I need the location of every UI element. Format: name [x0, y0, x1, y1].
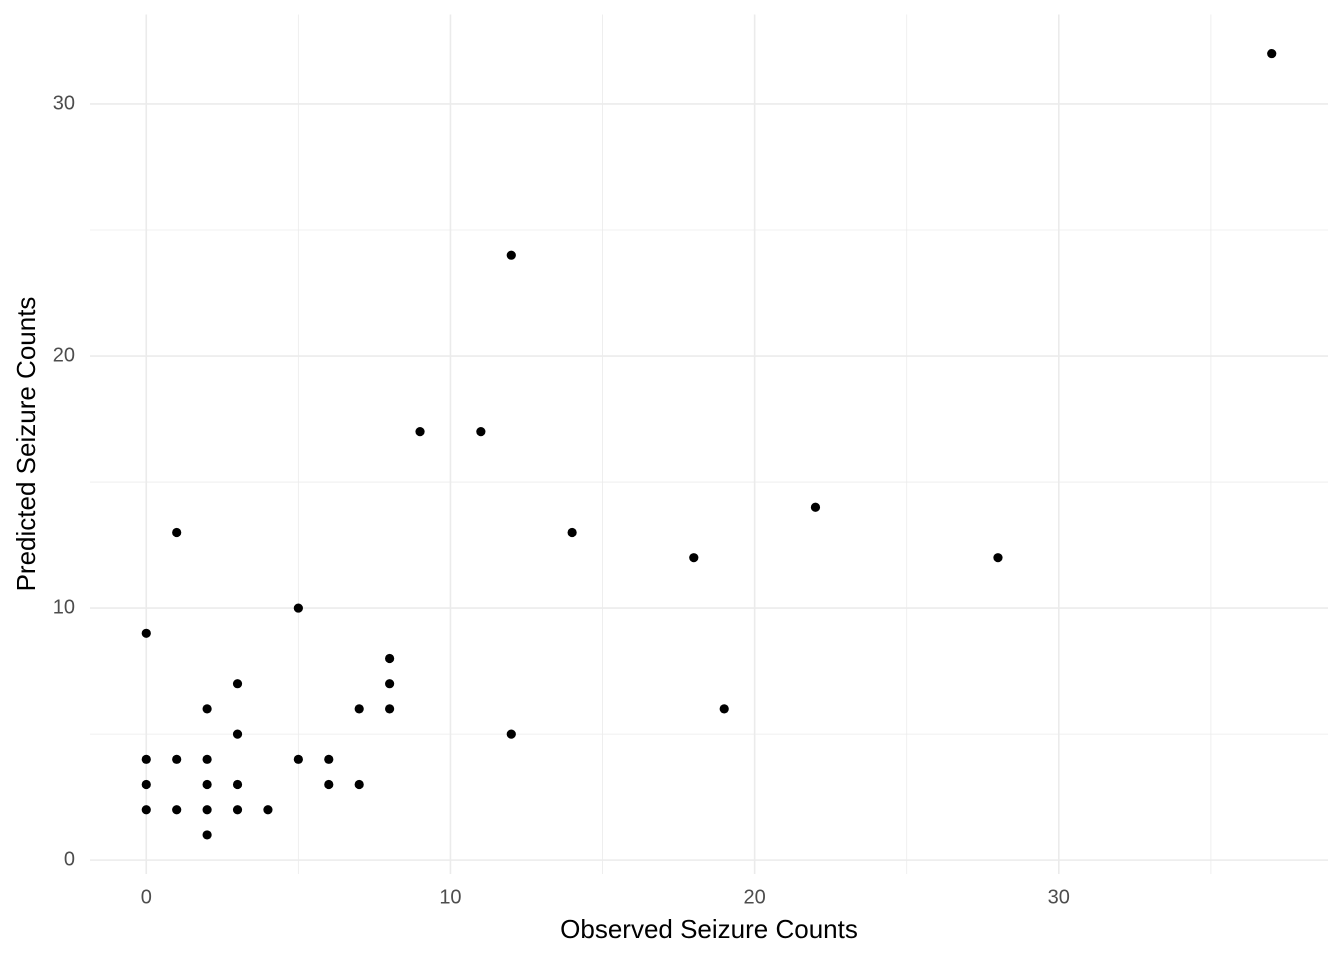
point: [141, 754, 151, 764]
x-axis-title: Observed Seizure Counts: [560, 914, 858, 944]
y-tick-label: 30: [53, 92, 75, 114]
point: [141, 628, 151, 638]
point: [232, 729, 243, 739]
x-tick-label: 10: [439, 886, 461, 908]
point: [324, 754, 334, 764]
point: [202, 754, 212, 764]
y-tick-label: 10: [53, 596, 75, 618]
point: [719, 704, 729, 714]
point: [172, 527, 182, 538]
point: [141, 779, 151, 790]
point: [506, 250, 516, 260]
point: [293, 754, 303, 764]
point: [385, 679, 395, 689]
point: [172, 805, 182, 815]
x-tick-label: 30: [1048, 886, 1070, 908]
point: [567, 527, 577, 538]
point: [232, 679, 243, 689]
point: [810, 502, 821, 512]
point: [202, 704, 212, 714]
point: [689, 553, 699, 563]
y-tick-label: 0: [64, 848, 75, 870]
point: [506, 729, 516, 739]
point: [476, 427, 486, 437]
point: [324, 779, 334, 790]
point: [385, 704, 395, 714]
point: [141, 805, 151, 815]
point: [232, 779, 243, 790]
point: [354, 779, 364, 790]
point: [385, 653, 395, 664]
point: [993, 553, 1003, 563]
point: [263, 805, 273, 815]
y-axis-title: Predicted Seizure Counts: [11, 297, 41, 592]
point: [415, 427, 425, 437]
point: [354, 704, 364, 714]
x-tick-label: 20: [744, 886, 766, 908]
point: [1267, 48, 1277, 59]
point: [232, 805, 243, 815]
point: [202, 830, 212, 840]
y-tick-label: 20: [53, 344, 75, 366]
point: [293, 603, 303, 613]
point: [202, 805, 212, 815]
point: [172, 754, 182, 764]
point: [202, 779, 212, 790]
x-tick-label: 0: [141, 886, 152, 908]
